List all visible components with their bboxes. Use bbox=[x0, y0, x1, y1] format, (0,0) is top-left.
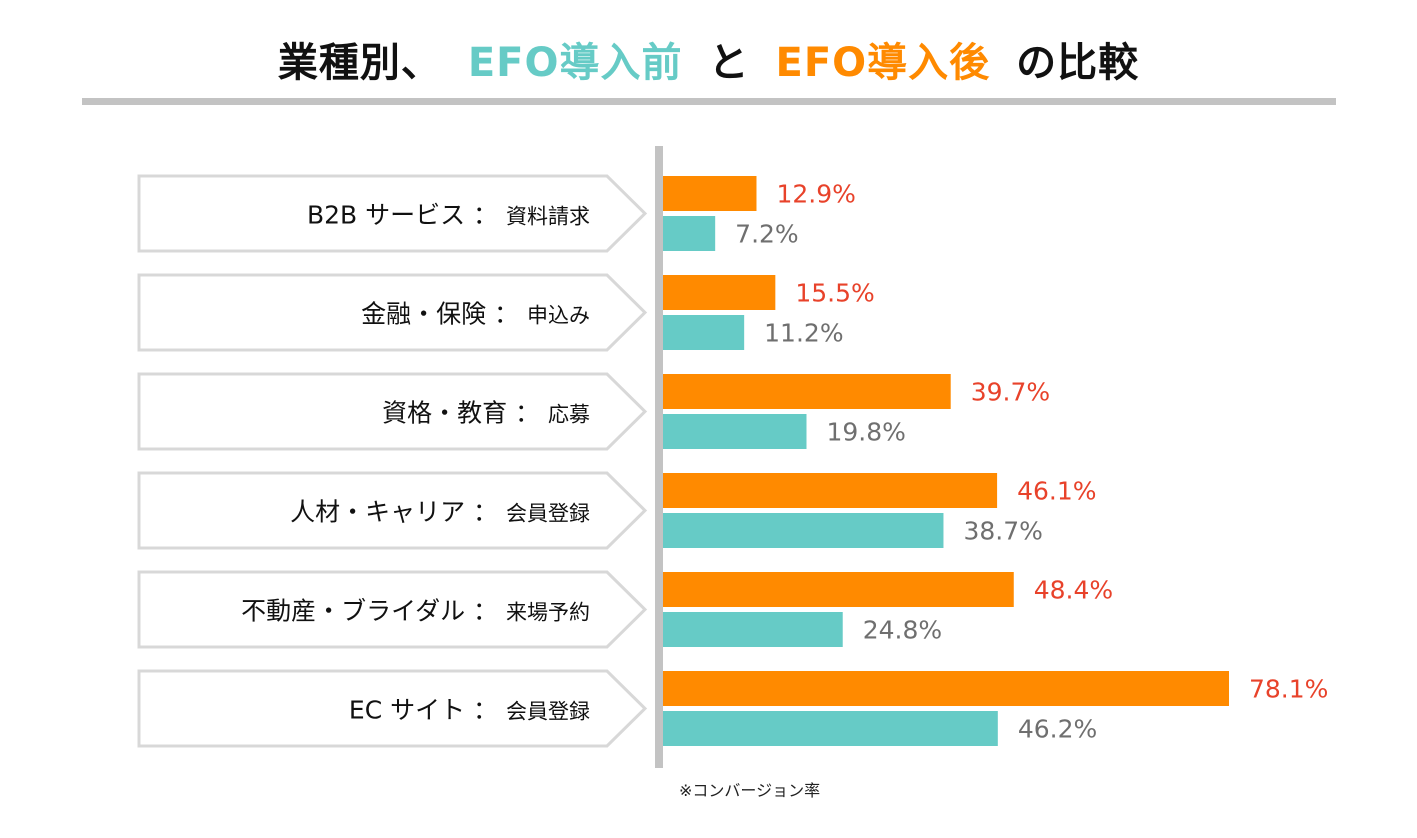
category-label-box bbox=[137, 570, 648, 649]
bar-before-efo bbox=[663, 612, 843, 647]
value-label-before-efo: 46.2% bbox=[1018, 715, 1097, 744]
bar-after-efo bbox=[663, 671, 1229, 706]
value-label-before-efo: 38.7% bbox=[963, 517, 1042, 546]
bar-before-efo bbox=[663, 216, 716, 251]
bar-after-efo bbox=[663, 473, 998, 508]
title-prefix: 業種別、 bbox=[277, 40, 442, 86]
title-divider bbox=[82, 98, 1336, 105]
bar-after-efo bbox=[663, 374, 951, 409]
category-name: B2B サービス ： bbox=[307, 201, 506, 230]
category-label-box bbox=[137, 273, 648, 352]
category-label: 金融・保険 ： 申込み bbox=[361, 300, 590, 329]
value-label-after-efo: 39.7% bbox=[971, 378, 1050, 407]
category-label: 人材・キャリア ： 会員登録 bbox=[290, 498, 590, 527]
title-before-label: EFO導入前 bbox=[467, 40, 683, 86]
value-label-before-efo: 7.2% bbox=[735, 220, 799, 249]
category-label-box bbox=[137, 174, 648, 253]
value-label-before-efo: 11.2% bbox=[764, 319, 843, 348]
category-name: EC サイト ： bbox=[349, 696, 506, 725]
bar-before-efo bbox=[663, 513, 944, 548]
category-action: 来場予約 bbox=[506, 601, 590, 625]
category-action: 会員登録 bbox=[506, 700, 590, 724]
category-label-box bbox=[137, 669, 648, 748]
bar-after-efo bbox=[663, 572, 1014, 607]
value-label-after-efo: 15.5% bbox=[795, 279, 874, 308]
category-action: 応募 bbox=[548, 403, 590, 427]
value-label-after-efo: 46.1% bbox=[1017, 477, 1096, 506]
bar-after-efo bbox=[663, 275, 776, 310]
title-suffix: の比較 bbox=[1016, 40, 1140, 86]
category-label: B2B サービス ： 資料請求 bbox=[307, 201, 590, 230]
category-action: 資料請求 bbox=[506, 205, 590, 229]
category-label: EC サイト ： 会員登録 bbox=[349, 696, 590, 725]
category-name: 不動産・ブライダル ： bbox=[241, 597, 506, 626]
title-after-label: EFO導入後 bbox=[775, 40, 991, 86]
bar-after-efo bbox=[663, 176, 757, 211]
footnote: ※コンバージョン率 bbox=[679, 781, 821, 800]
title-connector: と bbox=[708, 40, 750, 86]
category-name: 資格・教育 ： bbox=[382, 399, 548, 428]
y-axis-line bbox=[655, 146, 663, 768]
category-action: 申込み bbox=[527, 304, 590, 328]
value-label-after-efo: 12.9% bbox=[776, 180, 855, 209]
value-label-after-efo: 78.1% bbox=[1249, 675, 1328, 704]
value-label-before-efo: 19.8% bbox=[826, 418, 905, 447]
category-label-box bbox=[137, 372, 648, 451]
category-label: 資格・教育 ： 応募 bbox=[382, 399, 590, 428]
category-label-box bbox=[137, 471, 648, 550]
bar-before-efo bbox=[663, 414, 807, 449]
category-name: 金融・保険 ： bbox=[361, 300, 527, 329]
bar-before-efo bbox=[663, 315, 745, 350]
category-name: 人材・キャリア ： bbox=[290, 498, 506, 527]
bar-before-efo bbox=[663, 711, 998, 746]
category-action: 会員登録 bbox=[506, 502, 590, 526]
chart-title: 業種別、 EFO導入前と EFO導入後 の比較 bbox=[0, 30, 1417, 88]
value-label-after-efo: 48.4% bbox=[1034, 576, 1113, 605]
category-label: 不動産・ブライダル ： 来場予約 bbox=[241, 597, 590, 626]
value-label-before-efo: 24.8% bbox=[863, 616, 942, 645]
